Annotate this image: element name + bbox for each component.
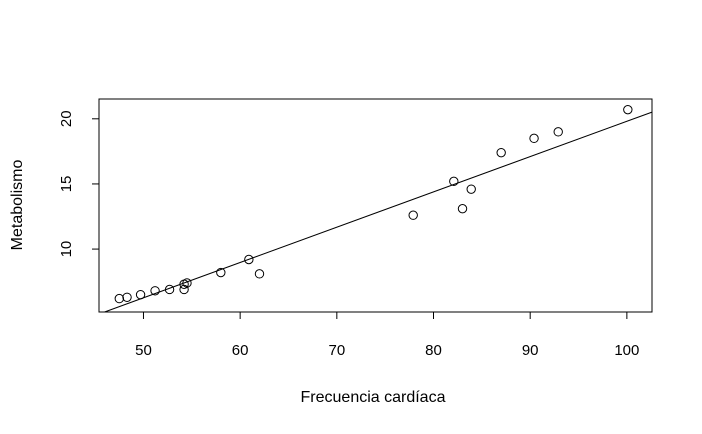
y-axis: 10 15 20 xyxy=(58,110,100,258)
x-tick-label: 60 xyxy=(232,342,249,359)
y-axis-title: Metabolismo xyxy=(9,160,26,251)
data-point xyxy=(254,269,265,279)
data-point xyxy=(114,293,125,304)
y-tick-label: 15 xyxy=(58,176,75,193)
x-tick-label: 90 xyxy=(522,342,539,359)
data-point xyxy=(164,284,175,295)
data-point xyxy=(182,278,192,288)
data-point xyxy=(623,104,633,115)
x-axis: 50 60 70 80 90 100 xyxy=(135,311,639,359)
data-point xyxy=(457,203,468,214)
y-tick-label: 20 xyxy=(58,110,75,127)
data-point xyxy=(135,289,146,300)
data-point xyxy=(496,147,506,158)
plot-frame xyxy=(98,98,653,313)
x-tick-label: 80 xyxy=(425,342,442,359)
data-point xyxy=(216,267,226,278)
data-point xyxy=(408,210,418,220)
y-tick-label: 10 xyxy=(58,241,75,258)
data-point xyxy=(122,292,132,302)
data-point xyxy=(449,176,459,187)
data-point xyxy=(179,284,189,295)
x-axis-title: Frecuencia cardíaca xyxy=(301,389,446,406)
data-points xyxy=(114,104,633,304)
data-point xyxy=(529,133,539,144)
data-point xyxy=(244,254,254,265)
x-tick-label: 70 xyxy=(328,342,345,359)
data-point xyxy=(466,184,476,194)
regression-line xyxy=(104,111,653,313)
x-tick-label: 50 xyxy=(135,342,152,359)
data-point xyxy=(150,286,160,296)
data-point xyxy=(553,127,563,137)
x-tick-label: 100 xyxy=(614,342,639,359)
